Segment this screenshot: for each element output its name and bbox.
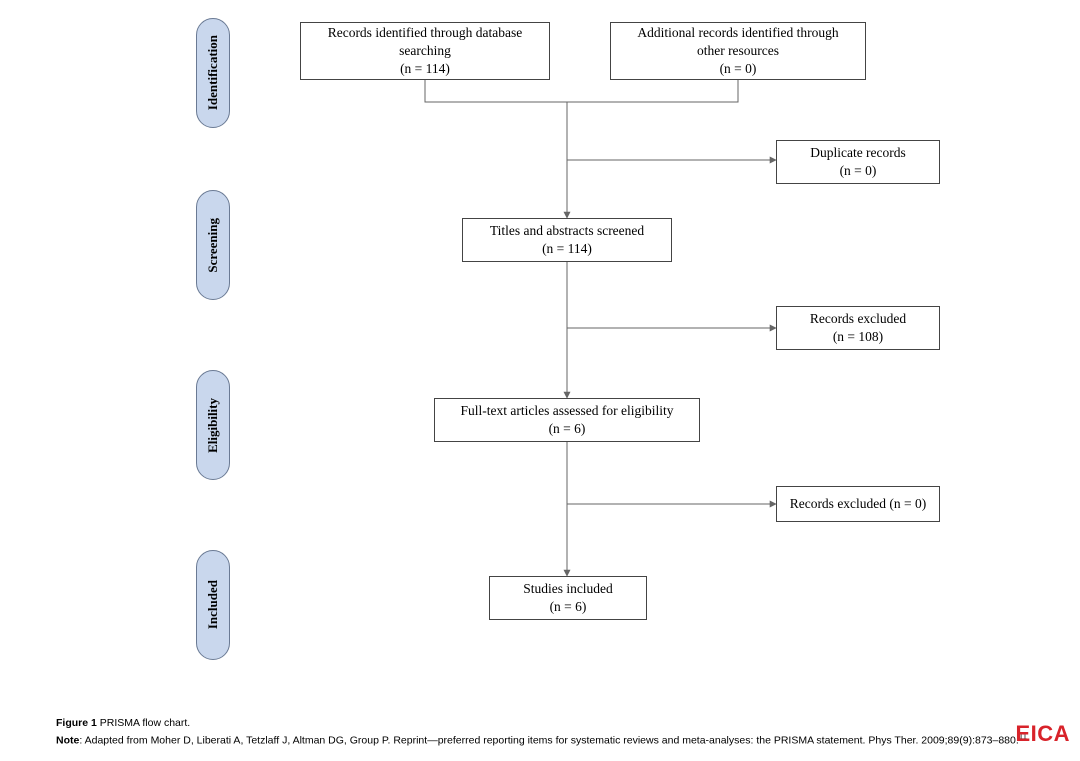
node-line: (n = 114) — [400, 60, 450, 78]
stage-label: Screening — [205, 218, 221, 273]
prisma-flowchart: Identification Screening Eligibility Inc… — [0, 0, 1080, 761]
node-other-resources: Additional records identified through ot… — [610, 22, 866, 80]
node-line: Duplicate records — [810, 144, 906, 162]
stage-label: Included — [205, 580, 221, 629]
node-excluded-0: Records excluded (n = 0) — [776, 486, 940, 522]
node-screened: Titles and abstracts screened (n = 114) — [462, 218, 672, 262]
node-line: other resources — [697, 42, 779, 60]
node-line: Records excluded (n = 0) — [790, 495, 927, 513]
node-duplicate-records: Duplicate records (n = 0) — [776, 140, 940, 184]
stage-label: Eligibility — [205, 398, 221, 453]
stage-screening: Screening — [196, 190, 230, 300]
node-line: Studies included — [523, 580, 613, 598]
node-line: (n = 6) — [550, 598, 587, 616]
node-line: Records identified through database — [328, 24, 523, 42]
node-line: searching — [399, 42, 451, 60]
note-text: Adapted from Moher D, Liberati A, Tetzla… — [85, 735, 1019, 747]
node-fulltext: Full-text articles assessed for eligibil… — [434, 398, 700, 442]
stage-included: Included — [196, 550, 230, 660]
node-line: (n = 0) — [720, 60, 757, 78]
node-line: Records excluded — [810, 310, 906, 328]
figure-caption: Figure 1 PRISMA flow chart. Note: Adapte… — [56, 716, 1056, 749]
node-line: (n = 0) — [840, 162, 877, 180]
node-excluded-108: Records excluded (n = 108) — [776, 306, 940, 350]
flow-lines — [0, 0, 1080, 761]
node-line: Titles and abstracts screened — [490, 222, 644, 240]
stage-label: Identification — [205, 35, 221, 110]
node-line: (n = 6) — [549, 420, 586, 438]
node-line: Additional records identified through — [637, 24, 838, 42]
stage-identification: Identification — [196, 18, 230, 128]
note-label: Note — [56, 735, 79, 747]
node-included: Studies included (n = 6) — [489, 576, 647, 620]
watermark: EICA — [1015, 721, 1070, 747]
figure-title: PRISMA flow chart. — [100, 717, 190, 729]
node-db-search: Records identified through database sear… — [300, 22, 550, 80]
figure-label: Figure 1 — [56, 717, 97, 729]
node-line: (n = 108) — [833, 328, 883, 346]
stage-eligibility: Eligibility — [196, 370, 230, 480]
node-line: (n = 114) — [542, 240, 592, 258]
node-line: Full-text articles assessed for eligibil… — [461, 402, 674, 420]
